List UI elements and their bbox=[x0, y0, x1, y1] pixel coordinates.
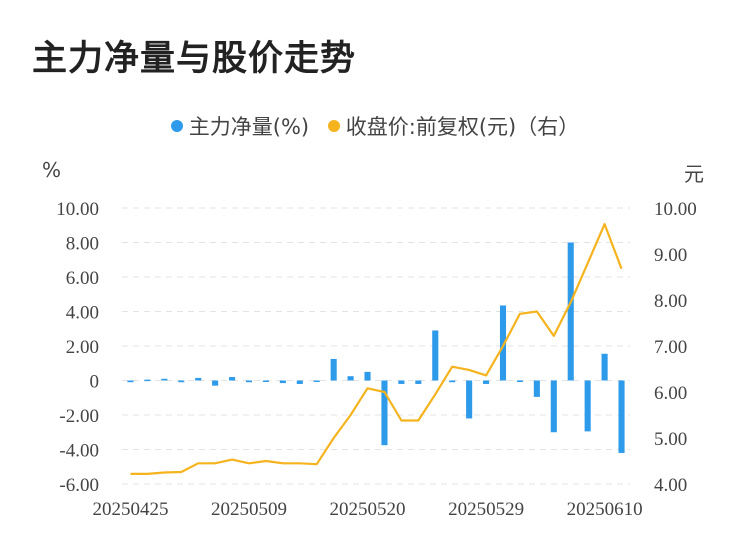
bar-mark bbox=[483, 380, 490, 384]
price-line bbox=[130, 223, 623, 475]
bar-mark bbox=[381, 380, 388, 446]
y-right-tick-label: 10.00 bbox=[654, 199, 697, 220]
y-left-tick-label: 4.00 bbox=[66, 303, 99, 324]
bar-mark bbox=[567, 242, 574, 381]
y-left-tick-label: 2.00 bbox=[66, 337, 99, 358]
y-right-tick-label: 9.00 bbox=[654, 245, 687, 266]
bar-mark bbox=[499, 305, 507, 381]
y-left-tick-label: 0 bbox=[90, 372, 100, 393]
bar-mark bbox=[296, 380, 303, 384]
x-tick-label: 20250610 bbox=[567, 499, 643, 520]
legend-label-net-volume: 主力净量(%) bbox=[188, 115, 310, 139]
bar-mark bbox=[229, 377, 236, 381]
legend-item-close-price[interactable]: 收盘价:前复权(元)（右） bbox=[327, 111, 580, 141]
left-axis-unit: % bbox=[42, 158, 62, 182]
y-right-tick-label: 7.00 bbox=[654, 337, 687, 358]
bar-mark bbox=[533, 380, 540, 397]
chart-title: 主力净量与股价走势 bbox=[32, 39, 357, 79]
bar-mark bbox=[144, 379, 151, 382]
bar-mark bbox=[449, 380, 456, 383]
bar-mark bbox=[550, 380, 557, 433]
right-axis-unit: 元 bbox=[684, 162, 704, 186]
bar-mark bbox=[212, 380, 219, 386]
bar-mark bbox=[466, 380, 473, 419]
bar-mark bbox=[161, 378, 168, 381]
x-tick-label: 20250529 bbox=[448, 499, 524, 520]
x-tick-label: 20250520 bbox=[330, 499, 406, 520]
bar-mark bbox=[313, 380, 320, 382]
bar-mark bbox=[178, 380, 185, 383]
legend-label-close-price: 收盘价:前复权(元)（右） bbox=[345, 115, 580, 139]
y-right-tick-label: 5.00 bbox=[654, 429, 687, 450]
y-right-tick-label: 4.00 bbox=[654, 475, 687, 496]
bar-mark bbox=[398, 380, 405, 384]
y-left-tick-label: -2.00 bbox=[59, 406, 99, 427]
bar-mark bbox=[347, 376, 354, 381]
y-right-tick-label: 8.00 bbox=[654, 291, 687, 312]
legend-marker-bar bbox=[170, 120, 183, 132]
chart-legend: 主力净量(%) 收盘价:前复权(元)（右） bbox=[0, 111, 750, 141]
y-left-tick-label: 6.00 bbox=[66, 268, 99, 289]
bar-mark bbox=[262, 380, 269, 382]
legend-item-net-volume[interactable]: 主力净量(%) bbox=[170, 111, 310, 141]
bar-mark bbox=[330, 358, 337, 381]
bar-mark bbox=[195, 377, 202, 381]
bar-mark bbox=[127, 380, 134, 383]
bar-mark bbox=[601, 353, 608, 381]
y-right-tick-label: 6.00 bbox=[654, 383, 687, 404]
bar-mark bbox=[279, 380, 286, 384]
legend-marker-line bbox=[327, 120, 340, 132]
y-left-tick-label: 10.00 bbox=[56, 199, 99, 220]
bar-mark bbox=[415, 380, 422, 384]
bar-mark bbox=[516, 380, 523, 382]
bar-mark bbox=[364, 371, 371, 381]
x-tick-label: 20250509 bbox=[211, 499, 287, 520]
y-left-tick-label: 8.00 bbox=[66, 234, 99, 255]
bar-mark bbox=[618, 380, 625, 453]
bar-mark bbox=[584, 380, 591, 432]
y-left-tick-label: -4.00 bbox=[59, 441, 99, 462]
x-tick-label: 20250425 bbox=[92, 499, 168, 520]
y-left-tick-label: -6.00 bbox=[59, 475, 99, 496]
bar-mark bbox=[245, 380, 253, 383]
bar-mark bbox=[432, 330, 439, 381]
